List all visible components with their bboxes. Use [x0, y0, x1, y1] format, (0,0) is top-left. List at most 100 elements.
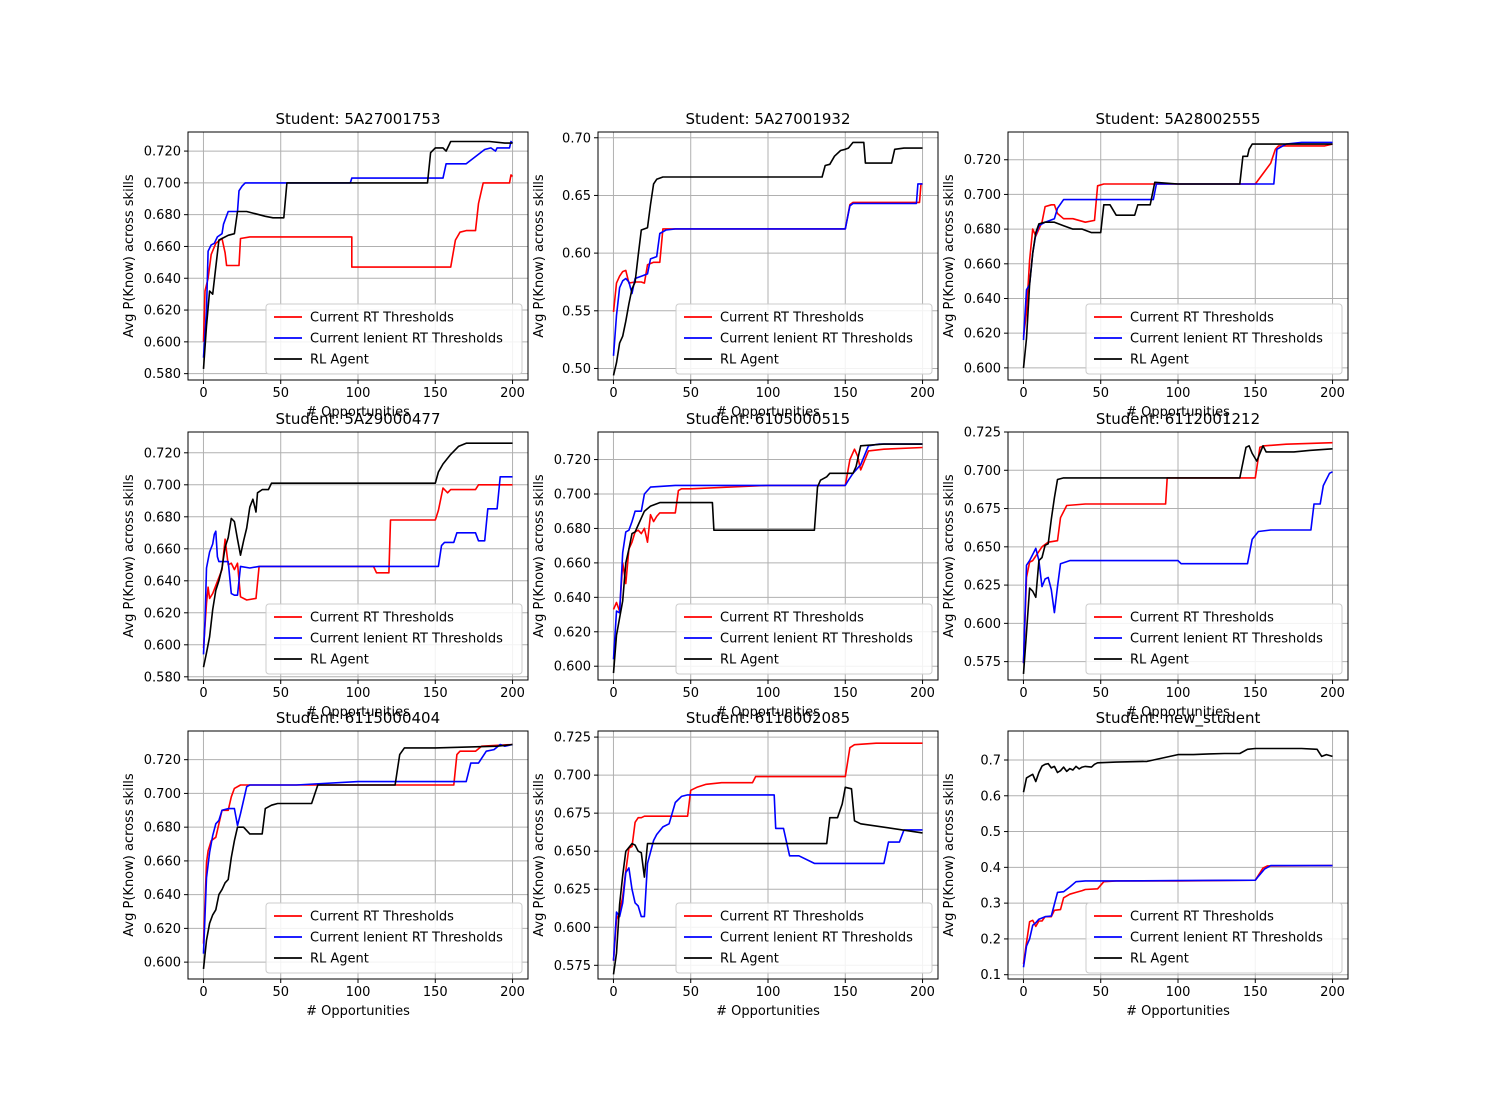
- chart-title: Student: 5A28002555: [1095, 110, 1260, 128]
- x-tick-label: 50: [1092, 386, 1109, 401]
- chart-title: Student: 5A29000477: [275, 410, 440, 428]
- series-line-1: [1022, 441, 1333, 664]
- legend-box: [265, 603, 523, 675]
- legend-box: [1085, 303, 1343, 375]
- x-tick-label: 100: [346, 686, 371, 701]
- chart-title: Student: 6105000515: [686, 410, 850, 428]
- subplot-6: 0 50 100 150 200 0.575 0.600 0.625 0.650 0.675 0.7…: [942, 410, 1349, 720]
- x-tick-label: 0: [609, 985, 617, 1000]
- series-line-2: [202, 743, 513, 954]
- y-tick-label: 0.5: [980, 825, 1001, 840]
- y-tick-label: 0.700: [554, 769, 591, 784]
- series-line-2: [612, 183, 923, 356]
- legend-box: [675, 902, 933, 974]
- legend-label-3: RL Agent: [1130, 653, 1189, 668]
- y-tick-label: 0.650: [554, 845, 591, 860]
- subplot-8: 0 50 100 150 200 0.575 0.600 0.625 0.650 0.675 0.7…: [532, 709, 939, 1019]
- legend-label-1: Current RT Thresholds: [1130, 611, 1274, 626]
- y-tick-label: 0.660: [554, 556, 591, 571]
- x-tick-label: 0: [609, 386, 617, 401]
- x-tick-label: 150: [1243, 686, 1268, 701]
- y-tick-label: 0.3: [980, 897, 1001, 912]
- x-tick-label: 150: [1243, 985, 1268, 1000]
- y-axis-label: Avg P(Know) across skills: [122, 773, 137, 937]
- y-axis-label: Avg P(Know) across skills: [532, 474, 547, 638]
- y-tick-label: 0.675: [554, 807, 591, 822]
- y-tick-label: 0.600: [144, 638, 181, 653]
- x-tick-label: 200: [500, 686, 525, 701]
- x-tick-label: 200: [910, 985, 935, 1000]
- legend-label-3: RL Agent: [720, 653, 779, 668]
- y-tick-label: 0.680: [144, 821, 181, 836]
- x-tick-label: 200: [500, 386, 525, 401]
- y-tick-label: 0.725: [554, 731, 591, 746]
- y-tick-label: 0.55: [562, 304, 591, 319]
- series-line-3: [202, 743, 513, 969]
- x-tick-label: 0: [199, 686, 207, 701]
- series-line-3: [612, 141, 923, 376]
- y-tick-label: 0.700: [144, 478, 181, 493]
- legend-label-1: Current RT Thresholds: [310, 611, 454, 626]
- series-line-2: [1022, 471, 1333, 664]
- subplot-1: 0 50 100 150 200 0.580 0.600 0.620 0.640 0.660 0.6…: [122, 110, 529, 420]
- x-axis-label: # Opportunities: [716, 1004, 820, 1019]
- y-tick-label: 0.640: [144, 272, 181, 287]
- legend-box: [265, 303, 523, 375]
- y-tick-label: 0.620: [554, 625, 591, 640]
- series-line-2: [1022, 864, 1333, 968]
- legend-label-1: Current RT Thresholds: [310, 311, 454, 326]
- x-tick-label: 150: [423, 386, 448, 401]
- legend-label-3: RL Agent: [310, 353, 369, 368]
- y-tick-label: 0.50: [562, 362, 591, 377]
- y-tick-label: 0.575: [964, 655, 1001, 670]
- y-tick-label: 0.600: [554, 660, 591, 675]
- y-tick-label: 0.4: [980, 861, 1001, 876]
- x-tick-label: 0: [1019, 386, 1027, 401]
- y-axis-label: Avg P(Know) across skills: [122, 174, 137, 338]
- x-tick-label: 200: [1320, 386, 1345, 401]
- y-tick-label: 0.680: [964, 223, 1001, 238]
- x-tick-label: 50: [682, 686, 699, 701]
- y-tick-label: 0.660: [144, 240, 181, 255]
- series-line-2: [612, 443, 923, 660]
- legend-label-2: Current lenient RT Thresholds: [1130, 332, 1323, 347]
- x-tick-label: 100: [1166, 686, 1191, 701]
- y-tick-label: 0.580: [144, 670, 181, 685]
- x-tick-label: 0: [1019, 686, 1027, 701]
- legend: Current RT Thresholds Current lenient RT …: [675, 902, 933, 974]
- legend: Current RT Thresholds Current lenient RT …: [265, 902, 523, 974]
- y-tick-label: 0.700: [144, 176, 181, 191]
- subplot-3: 0 50 100 150 200 0.600 0.620 0.640 0.660 0.680 0.7…: [942, 110, 1349, 420]
- x-tick-label: 200: [910, 686, 935, 701]
- series-line-1: [202, 174, 514, 342]
- series-line-3: [612, 786, 923, 975]
- legend-label-3: RL Agent: [1130, 952, 1189, 967]
- y-axis-label: Avg P(Know) across skills: [122, 474, 137, 638]
- legend-label-2: Current lenient RT Thresholds: [310, 332, 503, 347]
- x-tick-label: 150: [1243, 386, 1268, 401]
- y-tick-label: 0.620: [144, 606, 181, 621]
- x-tick-label: 0: [199, 386, 207, 401]
- x-tick-label: 200: [910, 386, 935, 401]
- x-tick-label: 100: [756, 386, 781, 401]
- y-tick-label: 0.1: [980, 968, 1001, 983]
- y-tick-label: 0.600: [964, 361, 1001, 376]
- y-tick-label: 0.575: [554, 959, 591, 974]
- x-axis-label: # Opportunities: [1126, 1004, 1230, 1019]
- x-tick-label: 150: [423, 985, 448, 1000]
- legend: Current RT Thresholds Current lenient RT …: [1085, 902, 1343, 974]
- y-tick-label: 0.580: [144, 367, 181, 382]
- series-line-1: [202, 484, 513, 649]
- x-tick-label: 100: [1166, 985, 1191, 1000]
- subplot-2: 0 50 100 150 200 0.50 0.55 0.60 0.65 0.70 Student:…: [532, 110, 939, 420]
- series-line-2: [612, 794, 923, 961]
- legend-label-2: Current lenient RT Thresholds: [720, 632, 913, 647]
- y-tick-label: 0.600: [554, 921, 591, 936]
- y-tick-label: 0.625: [964, 579, 1001, 594]
- y-tick-label: 0.660: [964, 257, 1001, 272]
- legend: Current RT Thresholds Current lenient RT …: [675, 603, 933, 675]
- x-tick-label: 100: [756, 686, 781, 701]
- legend-label-2: Current lenient RT Thresholds: [1130, 632, 1323, 647]
- x-tick-label: 0: [1019, 985, 1027, 1000]
